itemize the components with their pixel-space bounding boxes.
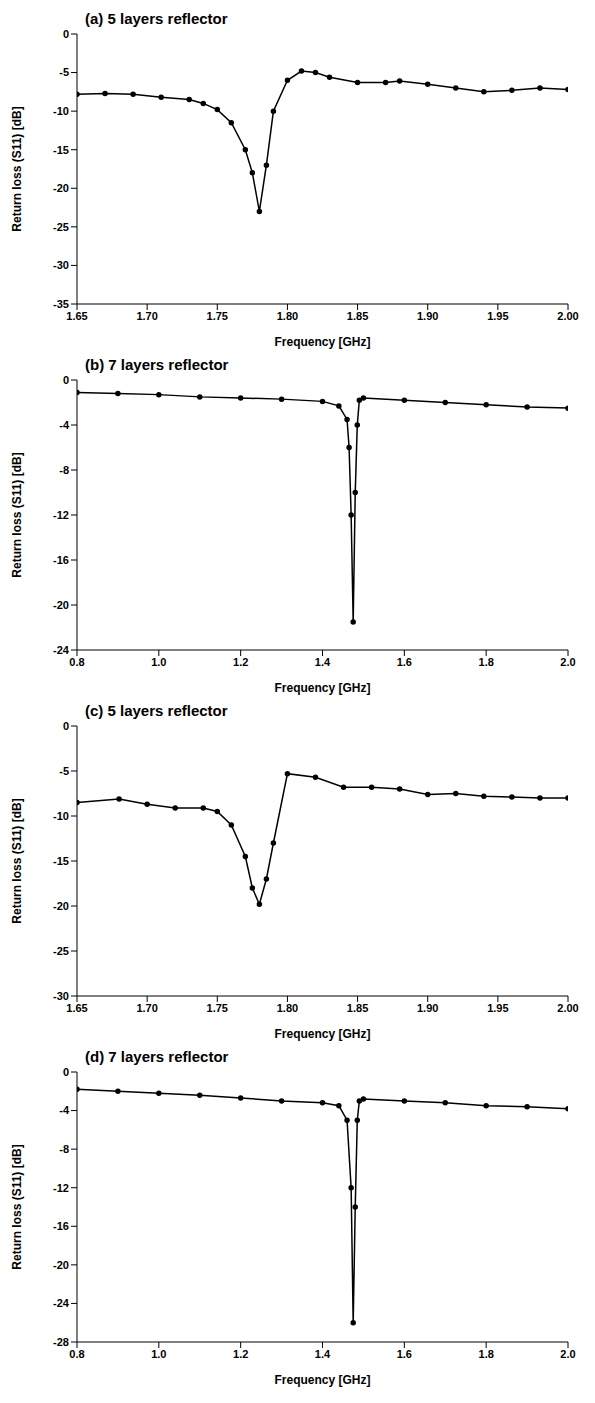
svg-text:-8: -8 xyxy=(59,464,69,476)
svg-text:Frequency [GHz]: Frequency [GHz] xyxy=(274,1027,370,1041)
svg-text:-16: -16 xyxy=(53,554,69,566)
html-text:(d) 7 layers reflector: (d) 7 layers reflector xyxy=(85,1048,229,1065)
svg-text:Return loss (S11) [dB]: Return loss (S11) [dB] xyxy=(10,106,24,231)
svg-text:-10: -10 xyxy=(53,810,69,822)
svg-text:1.85: 1.85 xyxy=(347,1002,368,1014)
svg-text:-24: -24 xyxy=(53,644,70,656)
svg-text:1.2: 1.2 xyxy=(233,656,248,668)
svg-text:0.8: 0.8 xyxy=(69,1348,84,1360)
svg-text:-25: -25 xyxy=(53,945,69,957)
svg-text:-20: -20 xyxy=(53,1259,69,1271)
svg-text:1.0: 1.0 xyxy=(151,1348,166,1360)
svg-text:-24: -24 xyxy=(53,1297,70,1309)
svg-text:1.8: 1.8 xyxy=(479,1348,494,1360)
svg-text:-25: -25 xyxy=(53,221,69,233)
svg-text:1.4: 1.4 xyxy=(315,656,331,668)
svg-text:1.90: 1.90 xyxy=(417,310,438,322)
svg-text:-16: -16 xyxy=(53,1220,69,1232)
svg-text:-15: -15 xyxy=(53,144,69,156)
svg-text:1.0: 1.0 xyxy=(151,656,166,668)
svg-text:1.2: 1.2 xyxy=(233,1348,248,1360)
svg-text:1.4: 1.4 xyxy=(315,1348,331,1360)
svg-text:-12: -12 xyxy=(53,509,69,521)
svg-text:Frequency [GHz]: Frequency [GHz] xyxy=(274,681,370,695)
svg-text:-4: -4 xyxy=(59,1104,70,1116)
svg-text:1.95: 1.95 xyxy=(487,310,508,322)
svg-text:-28: -28 xyxy=(53,1336,69,1348)
svg-text:-8: -8 xyxy=(59,1143,69,1155)
svg-text:-12: -12 xyxy=(53,1182,69,1194)
svg-text:-35: -35 xyxy=(53,298,69,310)
svg-text:1.6: 1.6 xyxy=(397,1348,412,1360)
svg-text:-15: -15 xyxy=(53,855,69,867)
svg-text:Return loss (S11) [dB]: Return loss (S11) [dB] xyxy=(10,798,24,923)
svg-text:Frequency [GHz]: Frequency [GHz] xyxy=(274,335,370,349)
svg-text:1.80: 1.80 xyxy=(277,1002,298,1014)
svg-text:1.95: 1.95 xyxy=(487,1002,508,1014)
svg-text:-5: -5 xyxy=(59,66,69,78)
svg-text:-20: -20 xyxy=(53,182,69,194)
svg-text:-4: -4 xyxy=(59,419,70,431)
svg-text:-20: -20 xyxy=(53,599,69,611)
svg-text:-5: -5 xyxy=(59,765,69,777)
svg-text:0: 0 xyxy=(63,28,69,40)
svg-text:1.85: 1.85 xyxy=(347,310,368,322)
svg-text:2.00: 2.00 xyxy=(557,310,578,322)
svg-text:-10: -10 xyxy=(53,105,69,117)
svg-text:0.8: 0.8 xyxy=(69,656,84,668)
svg-text:1.80: 1.80 xyxy=(277,310,298,322)
html-text:(c) 5 layers reflector: (c) 5 layers reflector xyxy=(85,702,228,719)
svg-text:2.0: 2.0 xyxy=(560,656,575,668)
svg-text:1.6: 1.6 xyxy=(397,656,412,668)
svg-text:Return loss (S11) [dB]: Return loss (S11) [dB] xyxy=(10,1144,24,1269)
svg-text:Return loss (S11) [dB]: Return loss (S11) [dB] xyxy=(10,452,24,577)
svg-text:Frequency [GHz]: Frequency [GHz] xyxy=(274,1373,370,1387)
svg-text:1.8: 1.8 xyxy=(479,656,494,668)
svg-text:1.75: 1.75 xyxy=(207,1002,228,1014)
svg-text:2.00: 2.00 xyxy=(557,1002,578,1014)
svg-text:1.65: 1.65 xyxy=(66,1002,87,1014)
svg-text:1.70: 1.70 xyxy=(136,310,157,322)
html-text:(b) 7 layers reflector: (b) 7 layers reflector xyxy=(85,356,229,373)
svg-text:1.90: 1.90 xyxy=(417,1002,438,1014)
svg-text:0: 0 xyxy=(63,1066,69,1078)
svg-text:0: 0 xyxy=(63,374,69,386)
svg-text:1.65: 1.65 xyxy=(66,310,87,322)
svg-text:1.75: 1.75 xyxy=(207,310,228,322)
svg-text:-30: -30 xyxy=(53,990,69,1002)
svg-text:2.0: 2.0 xyxy=(560,1348,575,1360)
svg-text:1.70: 1.70 xyxy=(136,1002,157,1014)
svg-text:0: 0 xyxy=(63,720,69,732)
svg-text:-30: -30 xyxy=(53,259,69,271)
html-text:(a) 5 layers reflector: (a) 5 layers reflector xyxy=(85,10,228,27)
svg-text:-20: -20 xyxy=(53,900,69,912)
